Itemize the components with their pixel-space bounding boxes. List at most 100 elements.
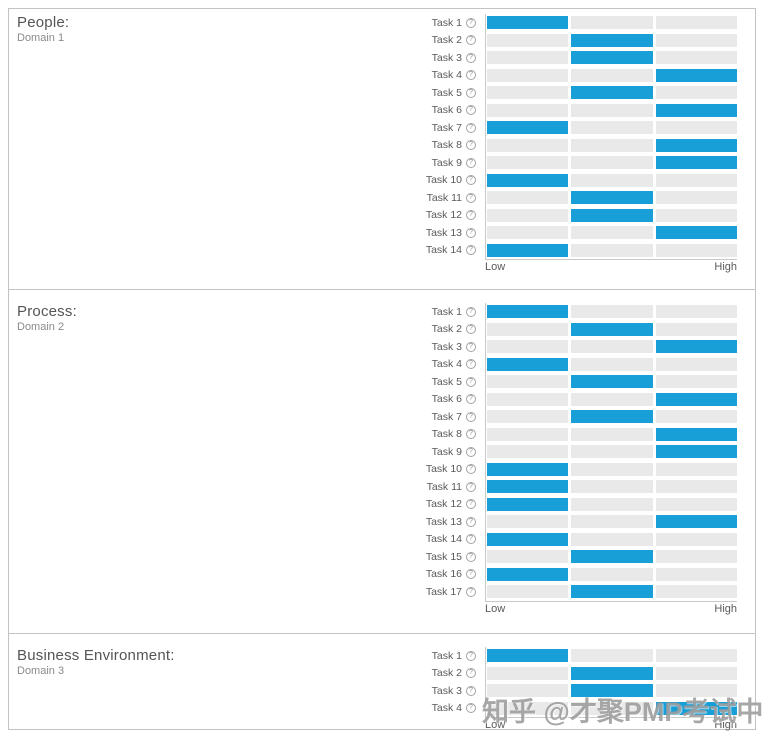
help-icon[interactable]: ? xyxy=(466,359,476,370)
task-label: Task 9 xyxy=(431,156,462,169)
help-icon[interactable]: ? xyxy=(466,87,476,98)
axis-low-label: Low xyxy=(485,261,506,273)
help-icon[interactable]: ? xyxy=(466,569,476,580)
bar-segment-high-empty xyxy=(655,173,737,187)
help-icon[interactable]: ? xyxy=(466,105,476,116)
bar-segment-mid-empty xyxy=(571,515,653,529)
help-icon[interactable]: ? xyxy=(466,668,476,679)
help-icon[interactable]: ? xyxy=(466,157,476,168)
help-icon[interactable]: ? xyxy=(466,464,476,475)
axis-high-label: High xyxy=(714,719,737,731)
help-icon[interactable]: ? xyxy=(466,376,476,387)
help-icon[interactable]: ? xyxy=(466,394,476,405)
bar-segment-high-empty xyxy=(655,243,737,257)
help-icon[interactable]: ? xyxy=(466,210,476,221)
help-icon[interactable]: ? xyxy=(466,35,476,46)
task-performance-bar xyxy=(486,137,737,155)
bar-segment-mid-empty xyxy=(571,497,653,511)
help-icon[interactable]: ? xyxy=(466,446,476,457)
help-icon[interactable]: ? xyxy=(466,516,476,527)
axis-labels: Low High xyxy=(485,603,737,615)
bar-segment-low-empty xyxy=(487,410,569,424)
task-label-row: Task 11? xyxy=(409,478,485,496)
chart-grid: Task 1? Task 2? Task 3? Task 4? Task 5? Task … xyxy=(409,303,737,602)
task-performance-bar xyxy=(486,408,737,426)
help-icon[interactable]: ? xyxy=(466,551,476,562)
help-icon[interactable]: ? xyxy=(466,245,476,256)
help-icon[interactable]: ? xyxy=(466,481,476,492)
task-performance-bar xyxy=(486,461,737,479)
bar-segment-low-filled xyxy=(487,480,569,494)
help-icon[interactable]: ? xyxy=(466,586,476,597)
task-label: Task 1 xyxy=(431,16,462,29)
help-icon[interactable]: ? xyxy=(466,499,476,510)
bar-segment-high-filled xyxy=(655,340,737,354)
bar-segment-mid-filled xyxy=(571,550,653,564)
axis-labels: Low High xyxy=(485,719,737,731)
bar-segment-low-empty xyxy=(487,191,569,205)
bar-segment-mid-empty xyxy=(571,68,653,82)
plot-area xyxy=(485,14,737,260)
help-icon[interactable]: ? xyxy=(466,122,476,133)
task-label-row: Task 16? xyxy=(409,566,485,584)
task-performance-bar xyxy=(486,338,737,356)
task-label: Task 5 xyxy=(431,86,462,99)
task-label-row: Task 12? xyxy=(409,496,485,514)
bar-segment-high-filled xyxy=(655,427,737,441)
task-label-row: Task 3? xyxy=(409,338,485,356)
bar-segment-high-empty xyxy=(655,322,737,336)
help-icon[interactable]: ? xyxy=(466,140,476,151)
task-label-row: Task 14? xyxy=(409,242,485,260)
bar-segment-low-empty xyxy=(487,226,569,240)
section-people: People: Domain 1 Task 1? Task 2? Task 3? Ta… xyxy=(9,9,755,289)
task-labels-column: Task 1? Task 2? Task 3? Task 4? Task 5? Task … xyxy=(409,303,485,602)
help-icon[interactable]: ? xyxy=(466,650,476,661)
chart-people: Task 1? Task 2? Task 3? Task 4? Task 5? Task … xyxy=(409,14,737,273)
task-performance-bar xyxy=(486,224,737,242)
task-label-row: Task 8? xyxy=(409,137,485,155)
task-label: Task 4 xyxy=(431,702,462,715)
help-icon[interactable]: ? xyxy=(466,685,476,696)
bar-segment-mid-filled xyxy=(571,410,653,424)
task-label: Task 14 xyxy=(425,244,462,257)
help-icon[interactable]: ? xyxy=(466,429,476,440)
section-subtitle: Domain 1 xyxy=(17,32,65,44)
help-icon[interactable]: ? xyxy=(466,306,476,317)
help-icon[interactable]: ? xyxy=(466,227,476,238)
task-performance-bar xyxy=(486,102,737,120)
task-label: Task 17 xyxy=(425,585,462,598)
bar-segment-mid-empty xyxy=(571,243,653,257)
help-icon[interactable]: ? xyxy=(466,411,476,422)
task-label-row: Task 7? xyxy=(409,119,485,137)
task-label-row: Task 1? xyxy=(409,303,485,321)
help-icon[interactable]: ? xyxy=(466,52,476,63)
section-business-environment: Business Environment: Domain 3 Task 1? Ta… xyxy=(9,633,755,731)
help-icon[interactable]: ? xyxy=(466,175,476,186)
help-icon[interactable]: ? xyxy=(466,341,476,352)
section-process: Process: Domain 2 Task 1? Task 2? Task 3? T… xyxy=(9,289,755,633)
task-label-row: Task 10? xyxy=(409,461,485,479)
plot-area xyxy=(485,303,737,602)
bar-segment-high-empty xyxy=(655,121,737,135)
bar-segment-mid-filled xyxy=(571,684,653,698)
help-icon[interactable]: ? xyxy=(466,17,476,28)
task-label: Task 5 xyxy=(431,375,462,388)
task-performance-bar xyxy=(486,189,737,207)
bar-segment-mid-empty xyxy=(571,462,653,476)
help-icon[interactable]: ? xyxy=(466,192,476,203)
bar-segment-low-filled xyxy=(487,649,569,663)
bar-segment-low-empty xyxy=(487,138,569,152)
bar-segment-high-empty xyxy=(655,480,737,494)
help-icon[interactable]: ? xyxy=(466,324,476,335)
bar-segment-low-empty xyxy=(487,208,569,222)
bar-segment-mid-empty xyxy=(571,173,653,187)
task-label: Task 8 xyxy=(431,139,462,152)
task-performance-bar xyxy=(486,303,737,321)
bar-segment-mid-empty xyxy=(571,121,653,135)
task-performance-bar xyxy=(486,391,737,409)
help-icon[interactable]: ? xyxy=(466,703,476,714)
task-label: Task 4 xyxy=(431,69,462,82)
bar-segment-high-filled xyxy=(655,701,737,715)
help-icon[interactable]: ? xyxy=(466,70,476,81)
help-icon[interactable]: ? xyxy=(466,534,476,545)
